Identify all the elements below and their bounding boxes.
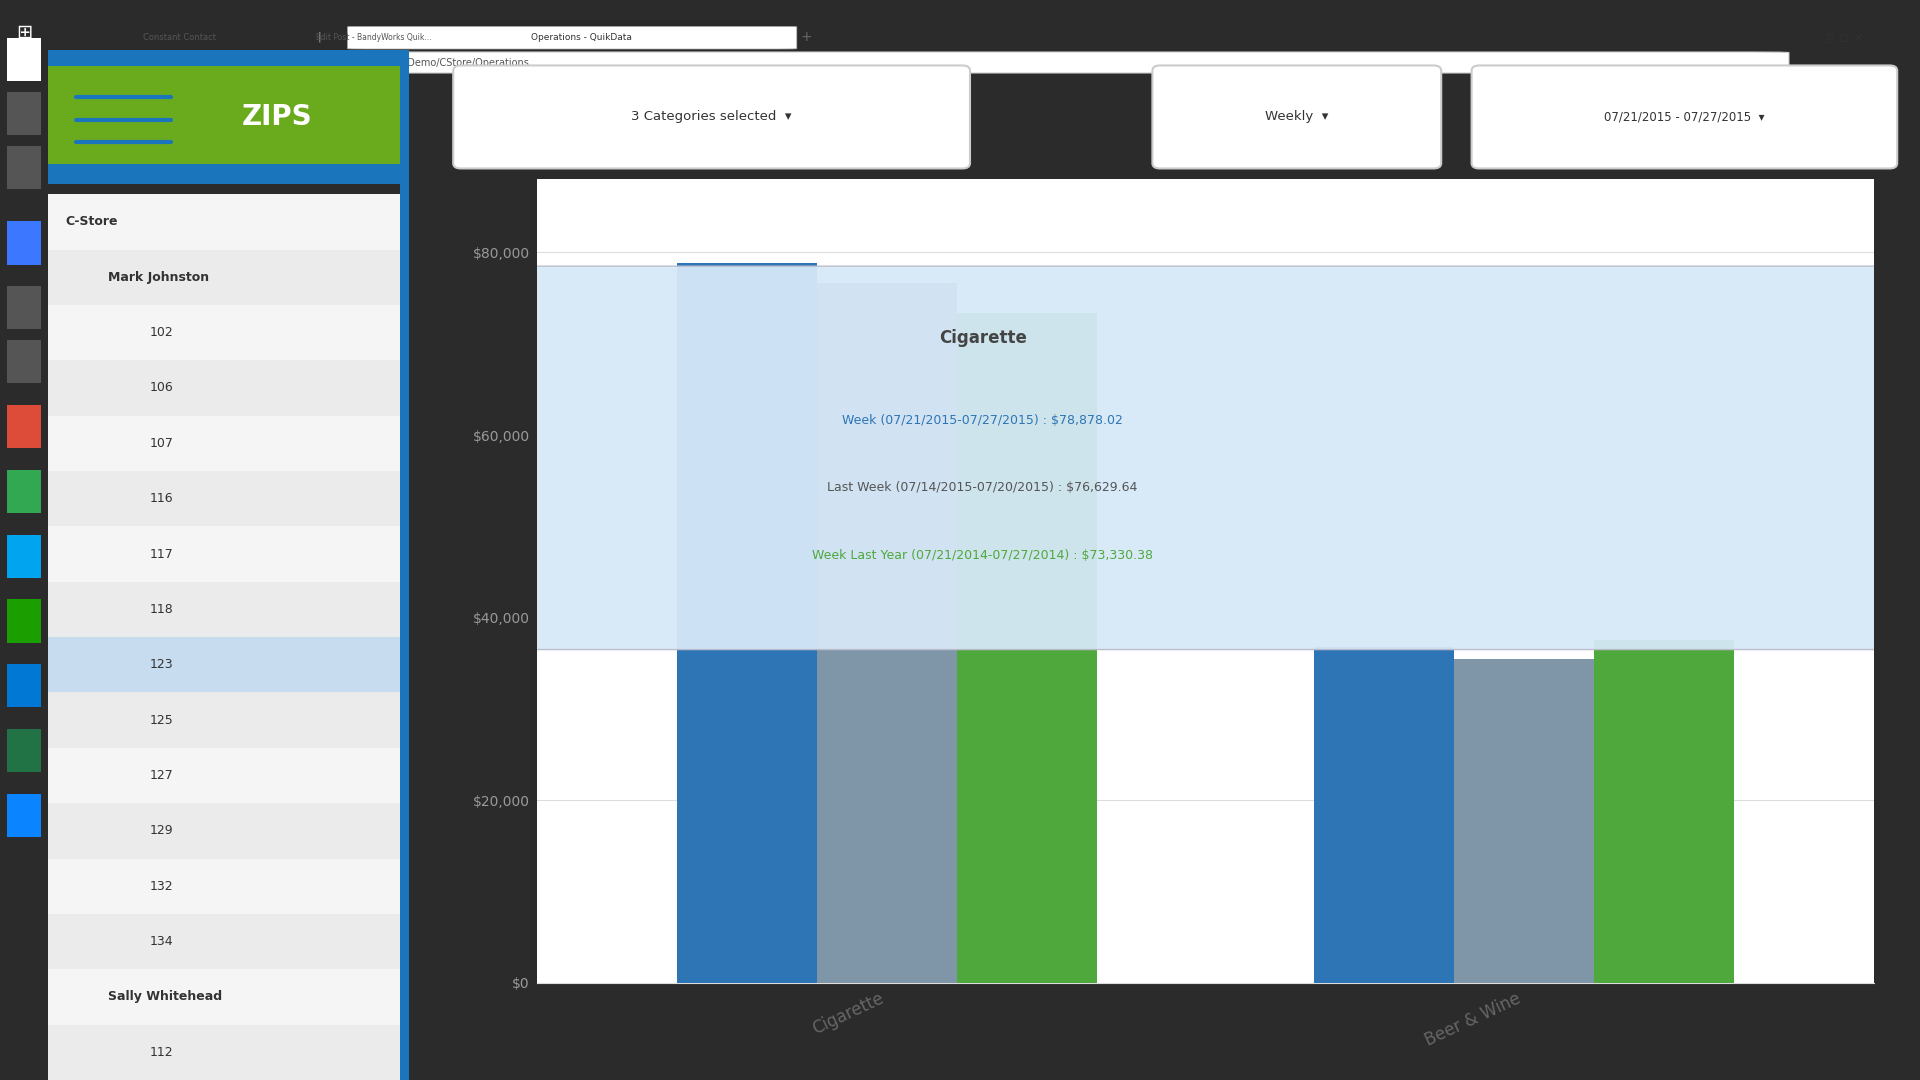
Bar: [1453, 659, 1594, 983]
Bar: [48, 194, 399, 249]
Bar: [48, 582, 399, 637]
Bar: [48, 416, 399, 471]
Text: +: +: [801, 30, 812, 44]
Bar: [8, 221, 40, 265]
Bar: [48, 914, 399, 969]
Bar: [8, 664, 40, 707]
Bar: [8, 340, 40, 383]
Text: 116: 116: [150, 492, 173, 505]
Bar: [48, 50, 399, 184]
Text: 123: 123: [150, 659, 173, 672]
Bar: [1313, 647, 1453, 983]
Text: |: |: [317, 31, 321, 42]
Text: Cigarette: Cigarette: [939, 329, 1027, 347]
Text: 125: 125: [150, 714, 175, 727]
Bar: [48, 637, 399, 692]
Bar: [48, 164, 399, 184]
Text: 107: 107: [150, 436, 175, 450]
Bar: [8, 794, 40, 837]
Text: C-Store: C-Store: [65, 215, 119, 228]
Bar: [48, 471, 399, 526]
Bar: [48, 859, 399, 914]
Bar: [48, 361, 399, 416]
Bar: [8, 405, 40, 448]
Bar: [8, 146, 40, 189]
Bar: [8, 599, 40, 643]
Text: Weekly  ▾: Weekly ▾: [1265, 110, 1329, 123]
Bar: [8, 535, 40, 578]
FancyBboxPatch shape: [1152, 66, 1442, 168]
FancyBboxPatch shape: [0, 266, 1920, 649]
Bar: [48, 50, 399, 66]
Text: dashboard.bandyworks.com/QuikData_Demo/CStore/Operations: dashboard.bandyworks.com/QuikData_Demo/C…: [217, 57, 530, 68]
Text: 112: 112: [150, 1045, 173, 1058]
Text: 118: 118: [150, 603, 175, 616]
Text: Mark Johnston: Mark Johnston: [108, 271, 209, 284]
Bar: [48, 804, 399, 859]
FancyBboxPatch shape: [1471, 66, 1897, 168]
Bar: [8, 470, 40, 513]
Text: －  □  ✕: － □ ✕: [1828, 32, 1862, 42]
Bar: [678, 262, 818, 983]
Bar: [48, 969, 399, 1025]
Bar: [399, 50, 409, 1080]
Bar: [48, 526, 399, 582]
Bar: [958, 313, 1098, 983]
Text: Week Last Year (07/21/2014-07/27/2014) : $73,330.38: Week Last Year (07/21/2014-07/27/2014) :…: [812, 549, 1154, 562]
FancyBboxPatch shape: [159, 52, 1789, 73]
Text: 132: 132: [150, 880, 173, 893]
Bar: [48, 747, 399, 804]
Text: Week (07/21/2015-07/27/2015) : $78,878.02: Week (07/21/2015-07/27/2015) : $78,878.0…: [843, 414, 1123, 427]
FancyBboxPatch shape: [453, 66, 970, 168]
Bar: [48, 249, 399, 305]
Bar: [1594, 640, 1734, 983]
Bar: [8, 729, 40, 772]
Text: ←  →  ↻: ← → ↻: [84, 56, 132, 69]
Text: ZIPS: ZIPS: [242, 103, 313, 131]
Text: Sally Whitehead: Sally Whitehead: [108, 990, 223, 1003]
Text: 3 Categories selected  ▾: 3 Categories selected ▾: [632, 110, 791, 123]
Bar: [8, 92, 40, 135]
Text: Operations - QuikData: Operations - QuikData: [532, 32, 632, 41]
Text: 106: 106: [150, 381, 175, 394]
Text: 102: 102: [150, 326, 175, 339]
Text: Last Week (07/14/2015-07/20/2015) : $76,629.64: Last Week (07/14/2015-07/20/2015) : $76,…: [828, 482, 1139, 495]
Text: ⊞: ⊞: [15, 23, 33, 42]
Bar: [48, 1025, 399, 1080]
Text: Edit Post - BandyWorks Quik...: Edit Post - BandyWorks Quik...: [315, 32, 432, 41]
Text: 07/21/2015 - 07/27/2015  ▾: 07/21/2015 - 07/27/2015 ▾: [1603, 110, 1764, 123]
Text: Constant Contact: Constant Contact: [142, 32, 215, 41]
Bar: [48, 692, 399, 747]
Text: 127: 127: [150, 769, 175, 782]
Bar: [8, 286, 40, 329]
Bar: [8, 38, 40, 81]
Bar: [48, 305, 399, 361]
Text: 129: 129: [150, 824, 173, 837]
FancyBboxPatch shape: [348, 27, 797, 49]
Bar: [818, 283, 958, 983]
Text: 134: 134: [150, 935, 173, 948]
Text: 117: 117: [150, 548, 175, 561]
